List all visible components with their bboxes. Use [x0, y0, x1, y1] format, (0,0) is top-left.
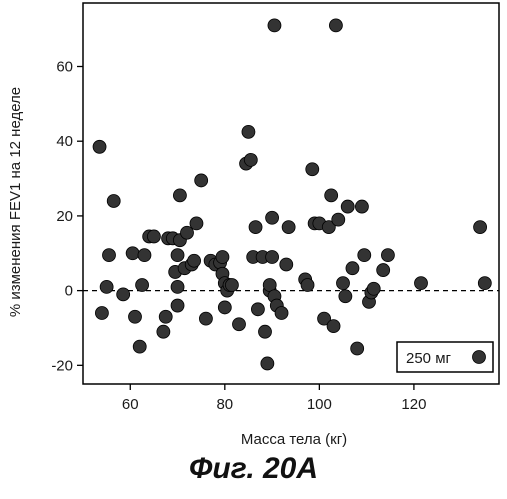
y-tick-label: -20: [51, 357, 73, 374]
data-point: [133, 340, 146, 353]
x-tick-label: 80: [216, 396, 233, 413]
data-point: [233, 318, 246, 331]
data-point: [95, 307, 108, 320]
y-axis-title: % изменения FEV1 на 12 неделе: [7, 87, 24, 317]
data-point: [107, 194, 120, 207]
data-point: [157, 325, 170, 338]
data-point: [280, 258, 293, 271]
data-point: [216, 251, 229, 264]
data-point: [171, 299, 184, 312]
data-point: [275, 307, 288, 320]
data-point: [93, 140, 106, 153]
scatter-chart: 60 80 100 120 -20 0 20 40 60 Масса тела (кг) % и…: [0, 0, 507, 450]
legend-marker: [473, 351, 486, 364]
legend: 250 мг: [397, 342, 493, 372]
data-point: [195, 174, 208, 187]
data-point: [244, 153, 257, 166]
data-point: [100, 280, 113, 293]
data-point: [282, 221, 295, 234]
data-point: [358, 249, 371, 262]
data-point: [261, 357, 274, 370]
x-tick-label: 100: [307, 396, 332, 413]
data-point: [242, 125, 255, 138]
data-point: [218, 301, 231, 314]
data-point: [337, 277, 350, 290]
y-tick-label: 40: [56, 133, 73, 150]
data-point: [126, 247, 139, 260]
data-point: [332, 213, 345, 226]
data-point: [249, 221, 262, 234]
data-point: [251, 303, 264, 316]
y-tick-label: 20: [56, 208, 73, 225]
data-point: [474, 221, 487, 234]
data-point: [225, 279, 238, 292]
data-point: [381, 249, 394, 262]
data-point: [259, 325, 272, 338]
data-point: [171, 280, 184, 293]
data-point: [138, 249, 151, 262]
data-point: [351, 342, 364, 355]
data-point: [266, 211, 279, 224]
y-tick-label: 0: [65, 283, 73, 300]
data-point: [190, 217, 203, 230]
data-point: [327, 320, 340, 333]
data-point: [367, 282, 380, 295]
data-point: [188, 254, 201, 267]
x-tick-label: 60: [122, 396, 139, 413]
plot-frame: [83, 3, 499, 384]
x-tick-label: 120: [401, 396, 426, 413]
data-point: [478, 277, 491, 290]
data-point: [415, 277, 428, 290]
data-point: [159, 310, 172, 323]
data-point: [329, 19, 342, 32]
data-point: [306, 163, 319, 176]
data-point: [268, 19, 281, 32]
data-point: [341, 200, 354, 213]
data-point: [325, 189, 338, 202]
data-point: [129, 310, 142, 323]
data-point: [171, 249, 184, 262]
legend-label: 250 мг: [406, 350, 452, 367]
data-point: [173, 189, 186, 202]
data-point: [377, 264, 390, 277]
data-point: [199, 312, 212, 325]
data-point: [355, 200, 368, 213]
y-tick-label: 60: [56, 59, 73, 76]
data-point: [117, 288, 130, 301]
data-point: [339, 290, 352, 303]
data-point: [346, 262, 359, 275]
data-point: [301, 279, 314, 292]
data-point: [136, 279, 149, 292]
data-point: [147, 230, 160, 243]
figure-caption: Фиг. 20A: [0, 452, 507, 486]
x-axis-title: Масса тела (кг): [241, 431, 347, 448]
data-point: [103, 249, 116, 262]
data-point: [266, 251, 279, 264]
